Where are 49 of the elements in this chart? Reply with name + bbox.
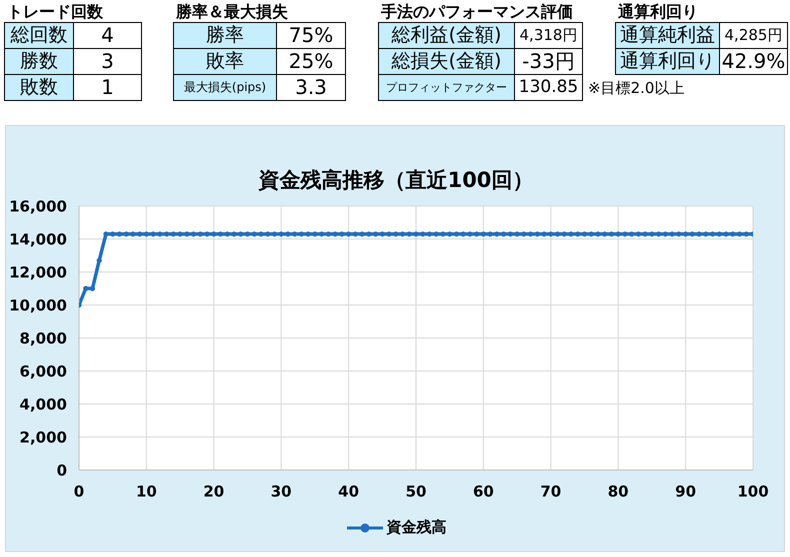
text: 4 — [101, 23, 114, 47]
x-tick-label: 20 — [203, 482, 224, 501]
text: 通算利回り — [618, 2, 698, 21]
text: 25% — [288, 49, 334, 73]
category-label: 勝数 — [4, 48, 74, 74]
category-label: 最大損失(pips) — [174, 74, 276, 100]
y-tick-label: 12,000 — [9, 263, 67, 282]
category-label: 総回数 — [4, 22, 74, 48]
text: 3 — [101, 49, 114, 73]
x-tick-label: 90 — [675, 482, 696, 501]
x-tick-label: 50 — [406, 482, 426, 501]
x-tick-label: 100 — [737, 482, 769, 501]
text: 勝率＆最大損失 — [176, 2, 288, 21]
text: -33円 — [522, 49, 575, 73]
x-tick-label: 60 — [472, 482, 494, 501]
x-tick-label: 70 — [540, 482, 562, 501]
y-tick-label: 14,000 — [9, 230, 67, 248]
category-label: 通算純利益 — [616, 22, 720, 48]
category-label: 敗数 — [4, 74, 74, 100]
text: トレード回数 — [7, 2, 103, 21]
y-tick-label: 0 — [56, 461, 67, 480]
category-label: 勝率 — [174, 22, 276, 48]
category-label: 通算利回り — [616, 48, 720, 74]
text: 1 — [101, 75, 114, 99]
y-tick-label: 10,000 — [9, 296, 67, 314]
x-tick-label: 10 — [136, 482, 157, 501]
x-tick-label: 80 — [608, 482, 629, 501]
text: 4,318円 — [520, 26, 578, 44]
legend-label: 資金残高 — [386, 518, 446, 537]
y-tick-label: 4,000 — [20, 395, 67, 414]
text: 75% — [288, 23, 334, 47]
category-label: プロフィットファクター — [378, 74, 514, 100]
category-label: 敗率 — [174, 48, 276, 74]
category-label: 総損失(金額) — [378, 48, 514, 74]
text: 3.3 — [295, 75, 327, 99]
y-tick-label: 6,000 — [20, 362, 67, 380]
y-tick-label: 16,000 — [9, 197, 67, 216]
y-tick-label: 8,000 — [20, 329, 67, 348]
y-tick-label: 2,000 — [20, 428, 67, 446]
text: 4,285円 — [724, 26, 782, 44]
text: 手法のパフォーマンス評価 — [381, 2, 573, 21]
category-label: 総利益(金額) — [378, 22, 514, 48]
text: ※目標2.0以上 — [588, 79, 684, 98]
x-tick-label: 30 — [270, 482, 292, 501]
x-tick-label: 0 — [74, 482, 84, 501]
text: 130.85 — [518, 77, 578, 97]
text: 42.9% — [722, 49, 786, 73]
x-tick-label: 40 — [338, 482, 360, 501]
chart-title: 資金残高推移（直近100回） — [258, 167, 534, 194]
